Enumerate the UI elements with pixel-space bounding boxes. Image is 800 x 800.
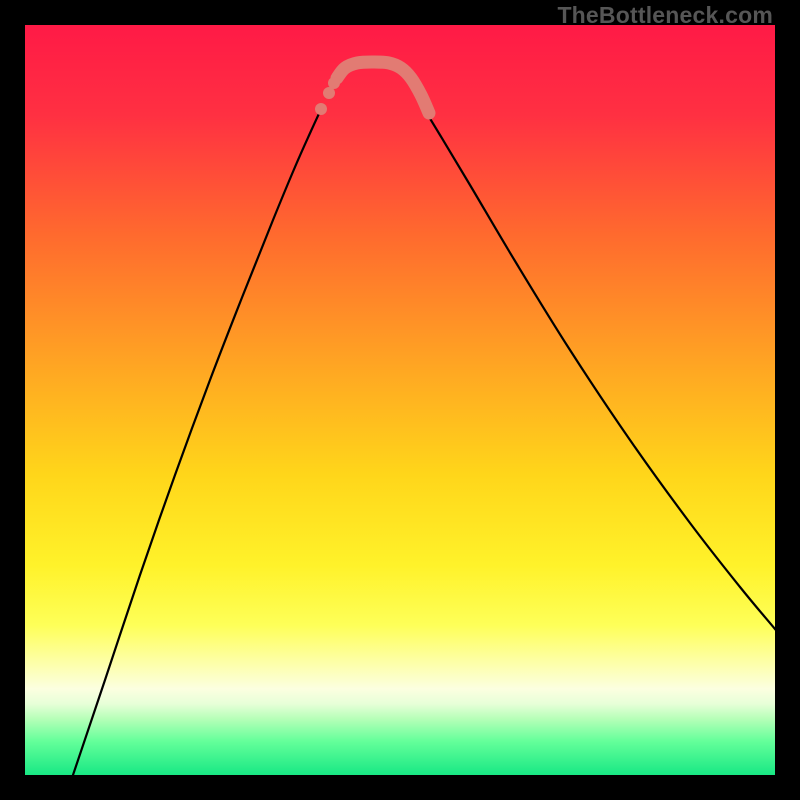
valley-dot bbox=[328, 77, 340, 89]
chart-frame: TheBottleneck.com bbox=[0, 0, 800, 800]
valley-dot bbox=[315, 103, 327, 115]
chart-canvas bbox=[0, 0, 800, 800]
watermark-text: TheBottleneck.com bbox=[557, 2, 773, 29]
